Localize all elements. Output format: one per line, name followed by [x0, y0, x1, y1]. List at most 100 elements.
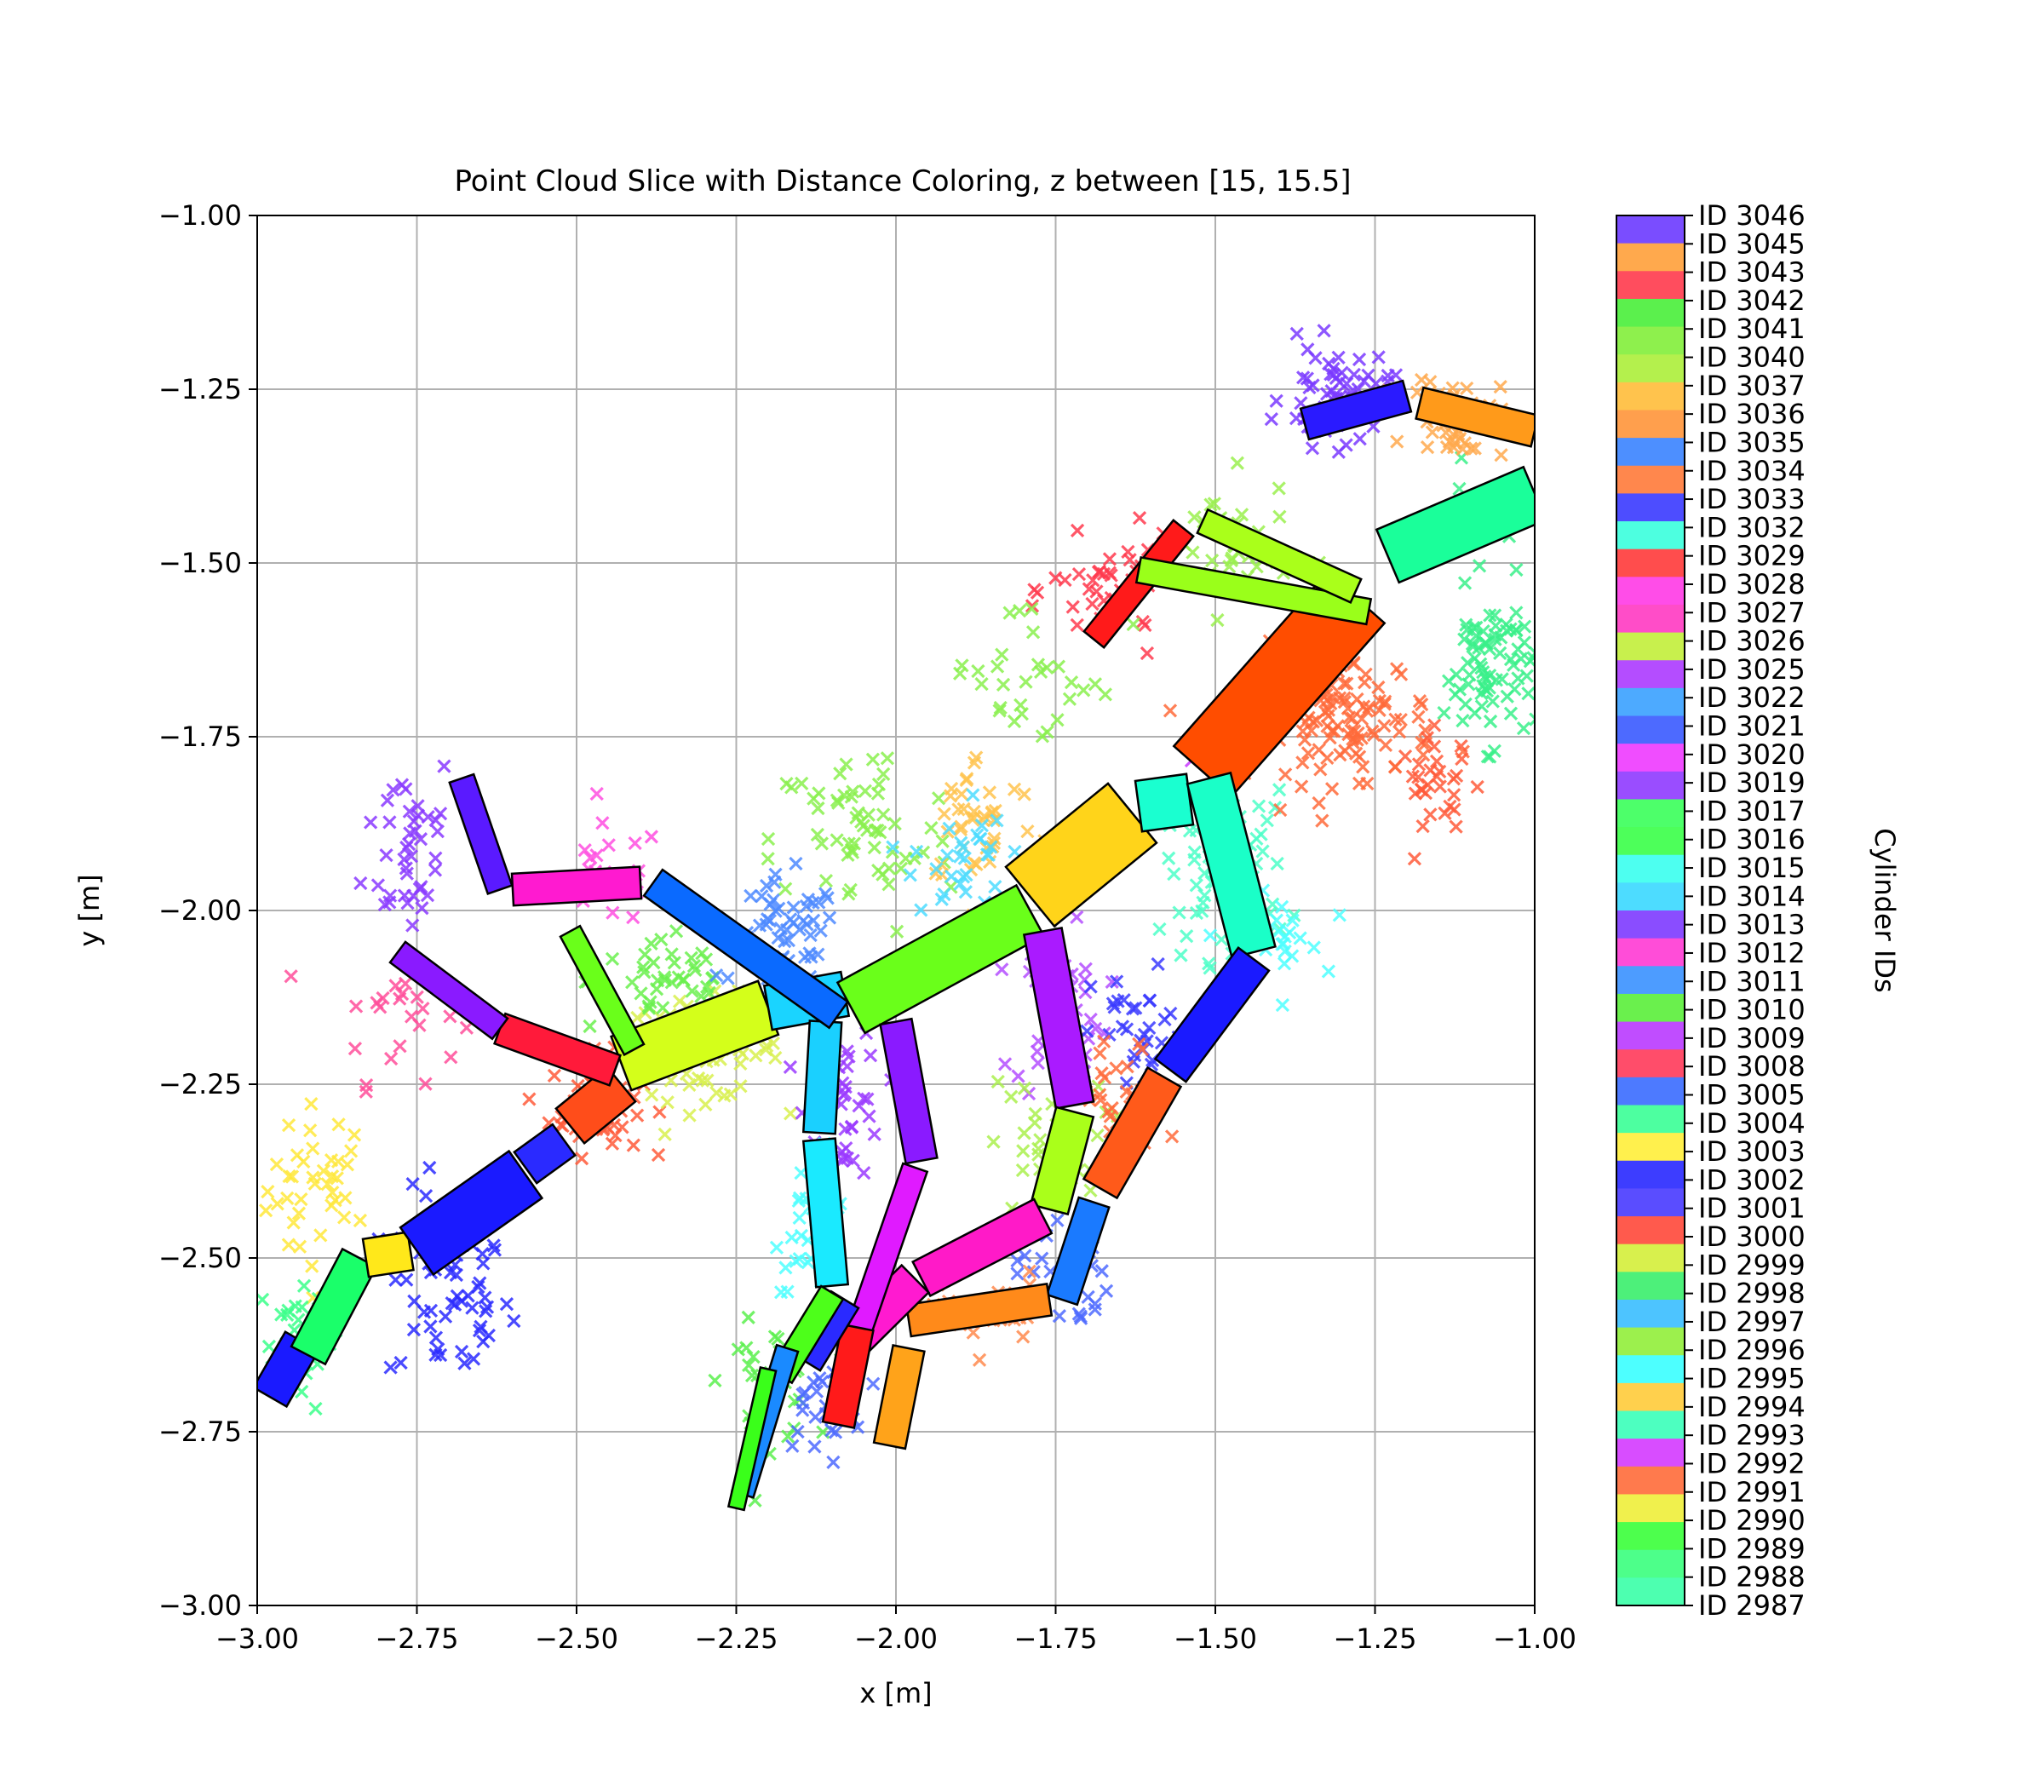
point-marker	[1142, 1020, 1157, 1036]
point-marker	[1207, 497, 1221, 511]
point-marker	[857, 1091, 871, 1106]
cylinder	[1153, 945, 1271, 1083]
point-marker	[437, 759, 451, 773]
point-marker	[1026, 1265, 1041, 1279]
point-marker	[1080, 1024, 1094, 1038]
point-marker	[1088, 1302, 1102, 1317]
point-marker	[1365, 724, 1380, 738]
point-marker	[577, 842, 592, 858]
point-marker	[418, 1077, 433, 1091]
point-marker	[1203, 928, 1218, 943]
point-marker	[626, 1138, 640, 1152]
x-tick-label: −2.00	[854, 1623, 938, 1655]
point-marker	[972, 1353, 987, 1367]
point-marker	[634, 986, 648, 1001]
point-marker	[1157, 1012, 1172, 1027]
point-marker	[645, 1088, 659, 1102]
point-marker	[1415, 819, 1430, 834]
point-marker	[1031, 1055, 1045, 1071]
colorbar-segment	[1616, 1577, 1685, 1606]
point-marker	[1446, 772, 1461, 786]
point-marker	[1347, 724, 1362, 738]
point-marker	[1420, 439, 1435, 455]
cylinder	[1415, 386, 1535, 448]
point-marker	[305, 1259, 319, 1273]
point-marker	[889, 924, 904, 939]
point-marker	[1517, 635, 1531, 650]
point-marker	[479, 1304, 493, 1318]
point-marker	[773, 921, 789, 936]
point-marker	[1455, 751, 1469, 767]
point-marker	[868, 823, 882, 838]
point-marker	[476, 1256, 491, 1271]
point-marker	[862, 1109, 876, 1123]
point-marker	[844, 1120, 859, 1134]
point-marker	[1487, 608, 1502, 623]
point-marker	[785, 1439, 800, 1453]
colorbar-segment	[1616, 549, 1685, 577]
point-marker	[979, 847, 995, 862]
point-marker	[1266, 897, 1280, 911]
point-marker	[292, 1239, 307, 1254]
colorbar-tick-label: ID 3015	[1698, 852, 1806, 884]
point-marker	[854, 814, 869, 829]
point-marker	[807, 1375, 821, 1390]
point-marker	[843, 882, 858, 898]
colorbar-tick-label: ID 2994	[1698, 1391, 1806, 1423]
point-marker	[1085, 596, 1100, 612]
colorbar-segment	[1616, 687, 1685, 717]
point-marker	[1027, 1116, 1042, 1130]
point-marker	[1360, 776, 1375, 791]
point-marker	[1393, 667, 1409, 681]
point-marker	[1107, 1000, 1122, 1014]
point-marker	[684, 951, 698, 965]
point-marker	[433, 1347, 448, 1363]
point-marker	[1104, 568, 1118, 583]
colorbar-tick-label: ID 2992	[1698, 1447, 1806, 1479]
point-marker	[780, 1284, 795, 1299]
point-marker	[807, 791, 821, 806]
point-marker	[630, 1010, 645, 1025]
point-marker	[887, 816, 902, 831]
point-marker	[954, 787, 969, 801]
colorbar-segment	[1616, 577, 1685, 606]
point-marker	[1300, 342, 1315, 357]
point-marker	[940, 848, 955, 863]
point-marker	[340, 1157, 355, 1172]
point-marker	[1521, 686, 1535, 701]
x-axis-label: x [m]	[859, 1677, 932, 1709]
point-marker	[937, 807, 951, 821]
point-marker	[1058, 572, 1072, 588]
point-marker	[768, 867, 783, 882]
cylinder	[911, 1198, 1054, 1298]
point-marker	[1309, 713, 1324, 727]
point-marker	[1035, 1251, 1049, 1266]
colorbar-segment	[1616, 1522, 1685, 1551]
point-marker	[792, 1210, 807, 1226]
point-marker	[1509, 623, 1524, 638]
point-marker	[583, 851, 598, 865]
point-marker	[1010, 1266, 1025, 1281]
point-marker	[1269, 913, 1284, 928]
point-marker	[1390, 434, 1404, 449]
colorbar-segment	[1616, 1188, 1685, 1217]
point-marker	[583, 1019, 597, 1034]
point-marker	[1408, 786, 1422, 801]
point-marker	[364, 815, 378, 830]
point-marker	[1122, 553, 1137, 567]
point-marker	[709, 1085, 724, 1100]
point-marker	[1119, 1022, 1134, 1037]
point-marker	[449, 1267, 463, 1283]
point-marker	[413, 832, 428, 847]
colorbar-tick-label: ID 3004	[1698, 1107, 1806, 1140]
point-marker	[795, 1387, 810, 1402]
point-marker	[472, 1323, 487, 1338]
point-marker	[1070, 523, 1085, 538]
cylinder	[642, 868, 850, 1030]
point-marker	[763, 897, 778, 911]
point-marker	[589, 786, 604, 801]
point-marker	[1438, 425, 1453, 440]
colorbar-tick-label: ID 3005	[1698, 1078, 1806, 1111]
point-marker	[826, 1455, 841, 1470]
point-marker	[1467, 620, 1481, 635]
